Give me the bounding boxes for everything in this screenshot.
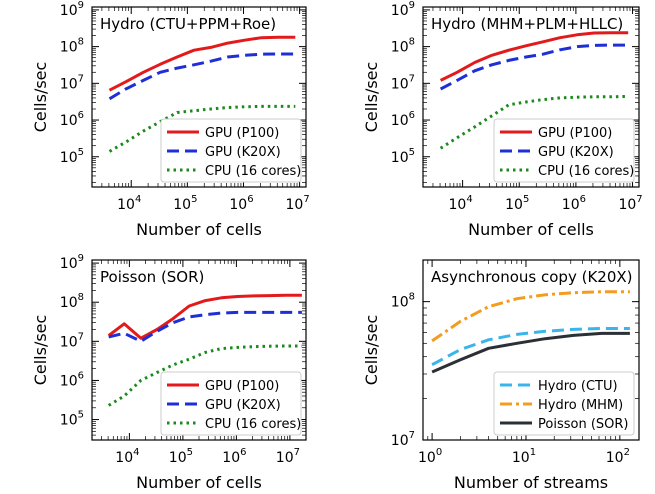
chart-title: Poisson (SOR) xyxy=(100,268,204,286)
legend-label: GPU (P100) xyxy=(205,379,279,394)
plot-frame xyxy=(91,6,307,188)
x-tick-label: 106 xyxy=(229,194,253,213)
legend: GPU (P100) GPU (K20X) CPU (16 cores) xyxy=(160,118,302,183)
series-line-2 xyxy=(431,290,630,343)
chart-panel-2: 104 105 106 107 105 106 107 108 109 Hydro (MHM+PL… xyxy=(362,0,643,239)
legend: GPU (P100) GPU (K20X) CPU (16 cores) xyxy=(160,371,302,436)
y-tick-label: 107 xyxy=(391,430,415,449)
x-axis-label: Number of cells xyxy=(136,473,262,492)
legend-label: Poisson (SOR) xyxy=(538,417,628,432)
legend-label: GPU (K20X) xyxy=(205,145,281,160)
y-tick-label: 108 xyxy=(60,37,84,56)
y-axis-label: Cells/sec xyxy=(362,62,381,133)
x-tick-label: 105 xyxy=(505,194,529,213)
legend: Hydro (CTU) Hydro (MHM) Poisson (SOR) xyxy=(493,371,635,436)
y-axis-label: Cells/sec xyxy=(31,62,50,133)
series-group xyxy=(431,290,630,374)
series-group xyxy=(439,31,629,150)
series-line-1 xyxy=(108,35,296,92)
legend-label: CPU (16 cores) xyxy=(205,417,301,432)
series-line-1 xyxy=(107,293,302,340)
legend-label: CPU (16 cores) xyxy=(205,164,301,179)
legend-frame xyxy=(493,118,635,183)
legend-label: GPU (K20X) xyxy=(205,398,281,413)
y-tick-label: 108 xyxy=(391,37,415,56)
y-tick-label: 108 xyxy=(60,292,84,311)
series-group xyxy=(108,35,296,153)
x-axis-label: Number of cells xyxy=(136,220,262,239)
y-tick-label: 109 xyxy=(60,0,84,19)
y-tick-label: 106 xyxy=(391,110,415,129)
plot-frame xyxy=(91,259,307,441)
series-line-2 xyxy=(108,52,296,101)
y-tick-label: 105 xyxy=(391,147,415,166)
x-tick-label: 104 xyxy=(117,194,141,213)
chart-panel-1: 104 105 106 107 105 106 107 108 109 Hydro (CTU+PP… xyxy=(31,0,310,239)
legend-label: CPU (16 cores) xyxy=(538,164,634,179)
legend-label: GPU (P100) xyxy=(205,126,279,141)
y-tick-label: 105 xyxy=(60,410,84,429)
series-group xyxy=(107,293,302,407)
legend-frame xyxy=(493,371,635,436)
y-tick-label: 105 xyxy=(60,147,84,166)
legend-label: GPU (P100) xyxy=(538,126,612,141)
y-axis-label: Cells/sec xyxy=(31,315,50,386)
x-tick-label: 102 xyxy=(606,447,630,466)
chart-title: Hydro (CTU+PPM+Roe) xyxy=(100,15,276,33)
x-tick-label: 107 xyxy=(276,447,300,466)
legend-label: Hydro (CTU) xyxy=(538,379,618,394)
x-tick-label: 107 xyxy=(618,194,642,213)
series-line-3 xyxy=(439,94,629,150)
x-tick-label: 106 xyxy=(562,194,586,213)
x-tick-label: 100 xyxy=(418,447,442,466)
y-tick-label: 107 xyxy=(60,73,84,92)
x-tick-label: 104 xyxy=(448,194,472,213)
y-tick-label: 108 xyxy=(391,292,415,311)
chart-panel-4: 100 101 102 107 108 Asynchronous copy (K20X) N… xyxy=(362,259,640,492)
chart-panel-3: 104 105 106 107 105 106 107 108 109 Poisson (SOR)… xyxy=(31,253,307,492)
chart-title: Asynchronous copy (K20X) xyxy=(431,268,633,286)
y-tick-label: 106 xyxy=(60,110,84,129)
chart-title: Hydro (MHM+PLM+HLLC) xyxy=(431,15,623,33)
legend-frame xyxy=(160,118,302,183)
plot-frame xyxy=(422,259,640,441)
y-tick-label: 106 xyxy=(60,370,84,389)
series-line-2 xyxy=(439,43,629,91)
y-tick-label: 109 xyxy=(391,0,415,19)
y-axis-label: Cells/sec xyxy=(362,315,381,386)
series-line-3 xyxy=(431,331,630,374)
x-tick-label: 107 xyxy=(286,194,310,213)
series-line-2 xyxy=(108,310,302,343)
series-line-1 xyxy=(431,327,630,367)
x-axis-label: Number of streams xyxy=(454,473,608,492)
x-tick-label: 105 xyxy=(173,194,197,213)
x-axis-label: Number of cells xyxy=(468,220,594,239)
y-tick-label: 109 xyxy=(60,253,84,272)
x-tick-label: 101 xyxy=(512,447,536,466)
series-line-3 xyxy=(107,344,302,407)
legend-label: Hydro (MHM) xyxy=(538,398,623,413)
x-tick-label: 106 xyxy=(222,447,246,466)
x-tick-label: 105 xyxy=(169,447,193,466)
y-tick-label: 107 xyxy=(60,331,84,350)
legend-label: GPU (K20X) xyxy=(538,145,614,160)
legend-frame xyxy=(160,371,302,436)
legend: GPU (P100) GPU (K20X) CPU (16 cores) xyxy=(493,118,635,183)
x-tick-label: 104 xyxy=(115,447,139,466)
y-tick-label: 107 xyxy=(391,73,415,92)
plot-frame xyxy=(422,6,640,188)
series-line-1 xyxy=(439,31,629,82)
